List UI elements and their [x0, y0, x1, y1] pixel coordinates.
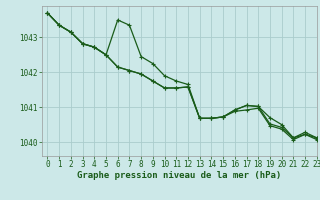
X-axis label: Graphe pression niveau de la mer (hPa): Graphe pression niveau de la mer (hPa) — [77, 171, 281, 180]
